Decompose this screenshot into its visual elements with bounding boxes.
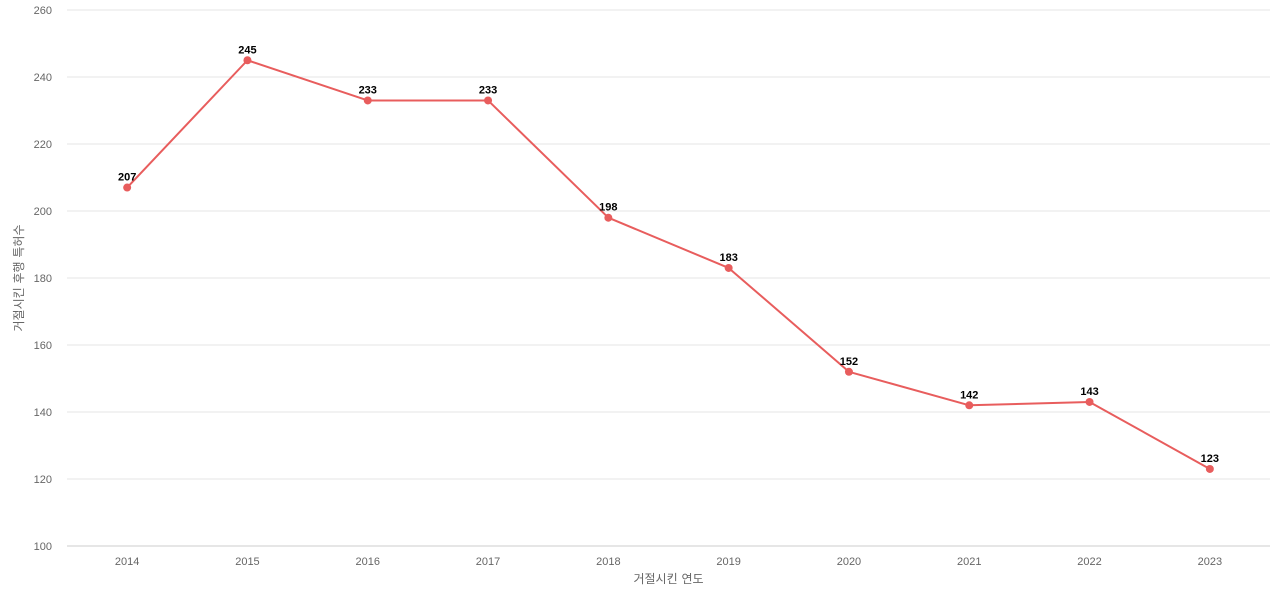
data-label: 142 <box>960 389 978 401</box>
x-tick-label: 2021 <box>957 556 981 568</box>
x-tick-label: 2019 <box>716 556 740 568</box>
y-tick-label: 120 <box>34 474 52 486</box>
y-tick-label: 160 <box>34 340 52 352</box>
y-tick-label: 140 <box>34 407 52 419</box>
data-point[interactable] <box>363 96 372 105</box>
x-tick-label: 2022 <box>1077 556 1101 568</box>
y-tick-label: 180 <box>34 273 52 285</box>
x-tick-label: 2017 <box>476 556 500 568</box>
data-point[interactable] <box>724 263 733 272</box>
data-point[interactable] <box>1085 397 1094 406</box>
y-tick-label: 200 <box>34 206 52 218</box>
data-point[interactable] <box>243 56 252 65</box>
x-tick-label: 2018 <box>596 556 620 568</box>
x-tick-label: 2016 <box>356 556 380 568</box>
y-tick-label: 260 <box>34 5 52 17</box>
data-label: 233 <box>359 84 377 96</box>
x-tick-label: 2014 <box>115 556 139 568</box>
data-point[interactable] <box>965 401 974 410</box>
x-tick-label: 2023 <box>1198 556 1222 568</box>
y-tick-label: 240 <box>34 72 52 84</box>
x-tick-label: 2020 <box>837 556 861 568</box>
data-label: 143 <box>1080 386 1098 398</box>
grid-lines <box>67 9 1270 480</box>
data-point[interactable] <box>844 367 853 376</box>
y-tick-label: 220 <box>34 139 52 151</box>
data-point[interactable] <box>604 213 613 222</box>
x-axis-title: 거절시킨 연도 <box>633 572 703 586</box>
series-group: 207 245 233 233 198 183 152 142 143 123 <box>118 44 1219 473</box>
y-axis-title: 거절시킨 후행 특허수 <box>11 225 26 332</box>
series-line <box>126 59 1211 470</box>
data-label: 233 <box>479 84 497 96</box>
y-axis-ticks: 100 120 140 160 180 200 220 240 260 <box>34 5 52 553</box>
data-label: 183 <box>719 252 737 264</box>
data-point[interactable] <box>1205 464 1214 473</box>
data-point[interactable] <box>484 96 493 105</box>
data-point[interactable] <box>123 183 132 192</box>
data-label: 207 <box>118 172 136 184</box>
x-axis-ticks: 2014 2015 2016 2017 2018 2019 2020 2021 2022 2023 <box>115 556 1222 568</box>
x-tick-label: 2015 <box>235 556 259 568</box>
data-label: 152 <box>840 356 858 368</box>
y-tick-label: 100 <box>34 541 52 553</box>
data-label: 245 <box>238 44 256 56</box>
data-label: 123 <box>1201 453 1219 465</box>
data-label: 198 <box>599 202 617 214</box>
